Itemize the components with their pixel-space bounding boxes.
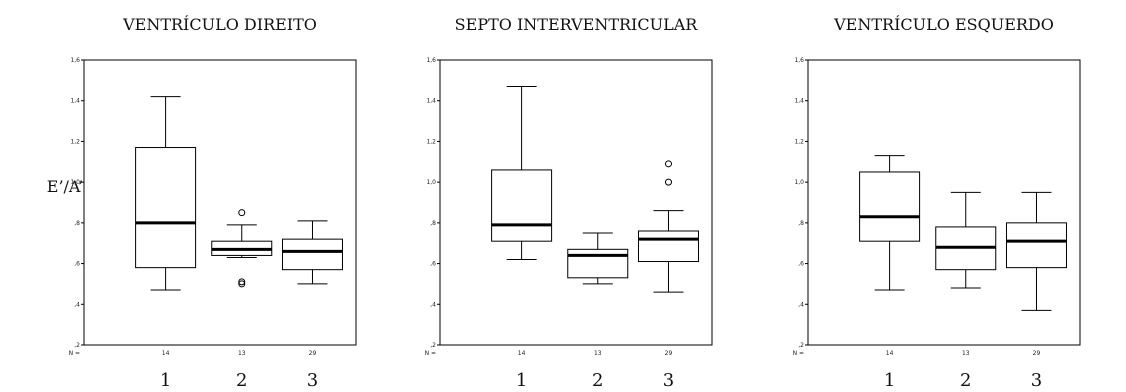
- box-group-2: 13 2: [567, 232, 629, 391]
- n-count: 14: [518, 350, 526, 357]
- category-label: 1: [884, 370, 895, 391]
- y-tick-label: 1,4: [794, 98, 804, 105]
- y-tick-label: ,6: [798, 261, 804, 268]
- n-count: 13: [962, 350, 970, 357]
- iqr-box: [281, 238, 343, 271]
- y-tick-label: ,8: [798, 220, 804, 227]
- n-count: 13: [594, 350, 602, 357]
- y-axis-label: E’/A’: [47, 177, 83, 196]
- panel-title: VENTRÍCULO ESQUERDO: [833, 14, 1054, 34]
- category-label: 2: [592, 370, 603, 391]
- y-tick-label: 1,2: [70, 138, 80, 145]
- category-label: 2: [960, 370, 971, 391]
- iqr-box: [135, 147, 197, 269]
- outlier-point: [238, 209, 246, 217]
- box-group-3: 29 3: [1005, 191, 1067, 391]
- n-count: 13: [238, 350, 246, 357]
- category-label: 1: [516, 370, 527, 391]
- iqr-box: [1005, 222, 1067, 269]
- category-label: 3: [663, 370, 674, 391]
- y-tick-label: 1,0: [426, 179, 436, 186]
- panel-3: VENTRÍCULO ESQUERDO ,2 ,4 ,6 ,8 1,0 1,2 1,4 1,6 N…: [793, 14, 1081, 391]
- category-label: 2: [236, 370, 247, 391]
- outlier-point: [664, 178, 672, 186]
- y-tick-label: 1,6: [794, 57, 804, 64]
- plot-frame: [807, 59, 1081, 346]
- y-tick-label: 1,0: [70, 179, 80, 186]
- outlier-point: [664, 160, 672, 168]
- iqr-box: [637, 230, 699, 263]
- y-tick-label: 1,6: [426, 57, 436, 64]
- y-tick-label: ,4: [798, 301, 804, 308]
- iqr-box: [859, 171, 921, 242]
- y-tick-label: 1,0: [794, 179, 804, 186]
- box-group-3: 29 3: [281, 220, 343, 391]
- y-tick-label: ,2: [798, 342, 804, 349]
- n-label: N =: [793, 350, 804, 357]
- panel-title: VENTRÍCULO DIREITO: [122, 14, 317, 34]
- panel-title: SEPTO INTERVENTRICULAR: [455, 15, 699, 34]
- n-count: 29: [1033, 350, 1041, 357]
- chart-panels: VENTRÍCULO DIREITO,2,4,6,81,01,21,41,6N …: [69, 14, 1081, 391]
- n-label: N =: [425, 350, 436, 357]
- y-tick-label: 1,2: [794, 138, 804, 145]
- y-tick-label: ,2: [430, 342, 436, 349]
- box-group-1: 14 1: [491, 85, 553, 391]
- n-count: 14: [162, 350, 170, 357]
- outlier-point: [238, 278, 246, 286]
- box-group-1: 14 1: [859, 155, 921, 391]
- plot-frame: [439, 59, 713, 346]
- category-label: 3: [1031, 370, 1042, 391]
- y-tick-label: ,4: [74, 301, 80, 308]
- box-group-3: 29 3: [637, 160, 699, 391]
- y-tick-label: ,6: [74, 261, 80, 268]
- y-tick-label: 1,4: [70, 98, 80, 105]
- plot-frame: [83, 59, 357, 346]
- category-label: 1: [160, 370, 171, 391]
- y-tick-label: 1,4: [426, 98, 436, 105]
- category-label: 3: [307, 370, 318, 391]
- n-count: 14: [886, 350, 894, 357]
- y-tick-label: ,8: [430, 220, 436, 227]
- y-tick-label: ,6: [430, 261, 436, 268]
- y-tick-label: ,2: [74, 342, 80, 349]
- outlier-point: [238, 280, 246, 288]
- iqr-box: [491, 169, 553, 242]
- box-group-1: 14 1: [135, 96, 197, 391]
- y-tick-label: ,4: [430, 301, 436, 308]
- box-group-2: 13 2: [211, 209, 273, 391]
- y-tick-label: 1,2: [426, 138, 436, 145]
- y-tick-label: ,8: [74, 220, 80, 227]
- n-count: 29: [309, 350, 317, 357]
- panel-2: SEPTO INTERVENTRICULAR ,2 ,4 ,6 ,8 1,0 1,2 1,4 1…: [425, 15, 713, 391]
- iqr-box: [567, 248, 629, 279]
- n-count: 29: [665, 350, 673, 357]
- n-label: N =: [69, 350, 80, 357]
- panel-1: VENTRÍCULO DIREITO ,2 ,4 ,6 ,8 1,0 1,2 1,4 1,6 N …: [69, 14, 357, 391]
- box-group-2: 13 2: [935, 191, 997, 391]
- y-tick-label: 1,6: [70, 57, 80, 64]
